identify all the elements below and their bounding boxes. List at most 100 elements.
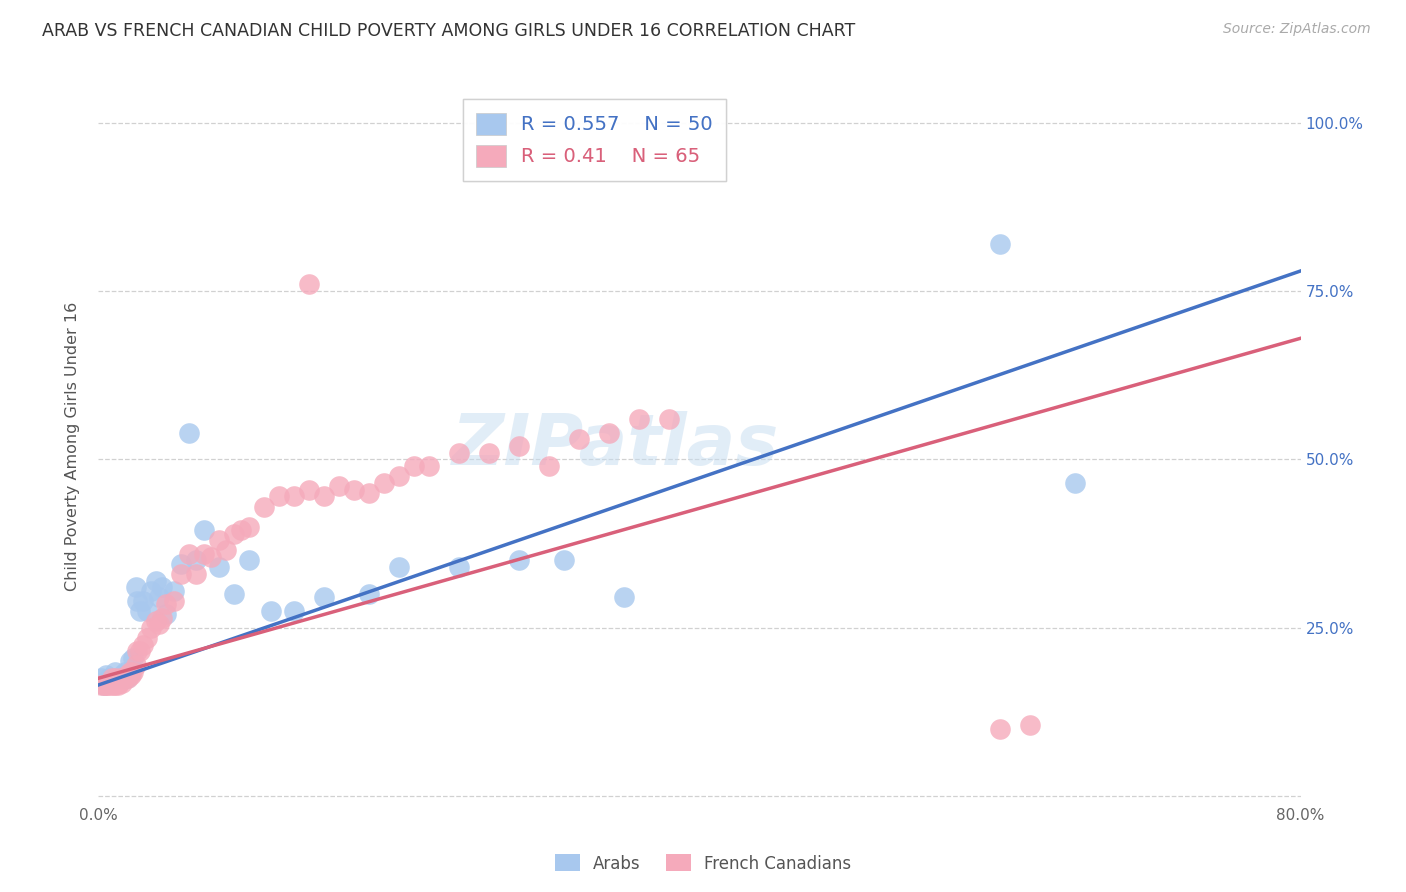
Point — [108, 671, 131, 685]
Point — [117, 671, 139, 685]
Point — [184, 566, 207, 581]
Point — [508, 553, 530, 567]
Point — [97, 676, 120, 690]
Point — [114, 671, 136, 685]
Point — [90, 671, 112, 685]
Point — [103, 678, 125, 692]
Point — [418, 459, 440, 474]
Point — [110, 671, 132, 685]
Point — [97, 671, 120, 685]
Point — [447, 446, 470, 460]
Point — [613, 591, 636, 605]
Point — [105, 671, 128, 685]
Point — [145, 574, 167, 588]
Point — [177, 547, 200, 561]
Point — [298, 277, 321, 292]
Point — [253, 500, 276, 514]
Point — [598, 425, 620, 440]
Point — [215, 543, 238, 558]
Point — [122, 665, 145, 679]
Point — [139, 621, 162, 635]
Point — [101, 671, 124, 685]
Point — [100, 678, 122, 692]
Point — [115, 671, 138, 685]
Point — [343, 483, 366, 497]
Point — [148, 617, 170, 632]
Text: ZIPatlas: ZIPatlas — [451, 411, 779, 481]
Point — [94, 678, 117, 692]
Point — [148, 591, 170, 605]
Point — [145, 614, 167, 628]
Point — [104, 665, 127, 679]
Point — [132, 594, 155, 608]
Point — [114, 665, 136, 679]
Point — [93, 678, 115, 692]
Point — [108, 676, 131, 690]
Point — [107, 678, 129, 692]
Point — [127, 644, 149, 658]
Point — [111, 668, 134, 682]
Legend: R = 0.557    N = 50, R = 0.41    N = 65: R = 0.557 N = 50, R = 0.41 N = 65 — [463, 99, 727, 181]
Point — [129, 604, 152, 618]
Point — [162, 594, 184, 608]
Point — [402, 459, 425, 474]
Legend: Arabs, French Canadians: Arabs, French Canadians — [548, 847, 858, 880]
Y-axis label: Child Poverty Among Girls Under 16: Child Poverty Among Girls Under 16 — [65, 301, 80, 591]
Point — [107, 671, 129, 685]
Point — [162, 583, 184, 598]
Point — [222, 526, 245, 541]
Point — [155, 597, 177, 611]
Point — [283, 604, 305, 618]
Point — [117, 668, 139, 682]
Point — [988, 237, 1011, 252]
Text: ARAB VS FRENCH CANADIAN CHILD POVERTY AMONG GIRLS UNDER 16 CORRELATION CHART: ARAB VS FRENCH CANADIAN CHILD POVERTY AM… — [42, 22, 855, 40]
Point — [96, 678, 118, 692]
Point — [298, 483, 321, 497]
Point — [115, 668, 138, 682]
Point — [122, 651, 145, 665]
Point — [105, 671, 128, 685]
Point — [104, 678, 127, 692]
Point — [100, 671, 122, 685]
Point — [184, 553, 207, 567]
Point — [135, 631, 157, 645]
Point — [388, 560, 411, 574]
Point — [328, 479, 350, 493]
Point — [208, 533, 231, 548]
Point — [553, 553, 575, 567]
Point — [110, 671, 132, 685]
Point — [200, 550, 222, 565]
Point — [508, 439, 530, 453]
Point — [312, 591, 335, 605]
Point — [150, 580, 173, 594]
Point — [388, 469, 411, 483]
Point — [127, 594, 149, 608]
Point — [231, 523, 253, 537]
Point — [357, 587, 380, 601]
Point — [101, 671, 124, 685]
Point — [125, 580, 148, 594]
Point — [568, 432, 591, 446]
Point — [96, 674, 118, 689]
Point — [357, 486, 380, 500]
Point — [170, 566, 193, 581]
Point — [118, 655, 141, 669]
Point — [193, 523, 215, 537]
Point — [93, 678, 115, 692]
Point — [155, 607, 177, 622]
Point — [125, 657, 148, 672]
Point — [1064, 476, 1087, 491]
Point — [90, 678, 112, 692]
Point — [208, 560, 231, 574]
Point — [132, 638, 155, 652]
Point — [238, 520, 260, 534]
Point — [135, 604, 157, 618]
Point — [988, 722, 1011, 736]
Point — [1019, 718, 1042, 732]
Point — [112, 671, 135, 685]
Text: Source: ZipAtlas.com: Source: ZipAtlas.com — [1223, 22, 1371, 37]
Point — [238, 553, 260, 567]
Point — [129, 644, 152, 658]
Point — [628, 412, 651, 426]
Point — [373, 476, 395, 491]
